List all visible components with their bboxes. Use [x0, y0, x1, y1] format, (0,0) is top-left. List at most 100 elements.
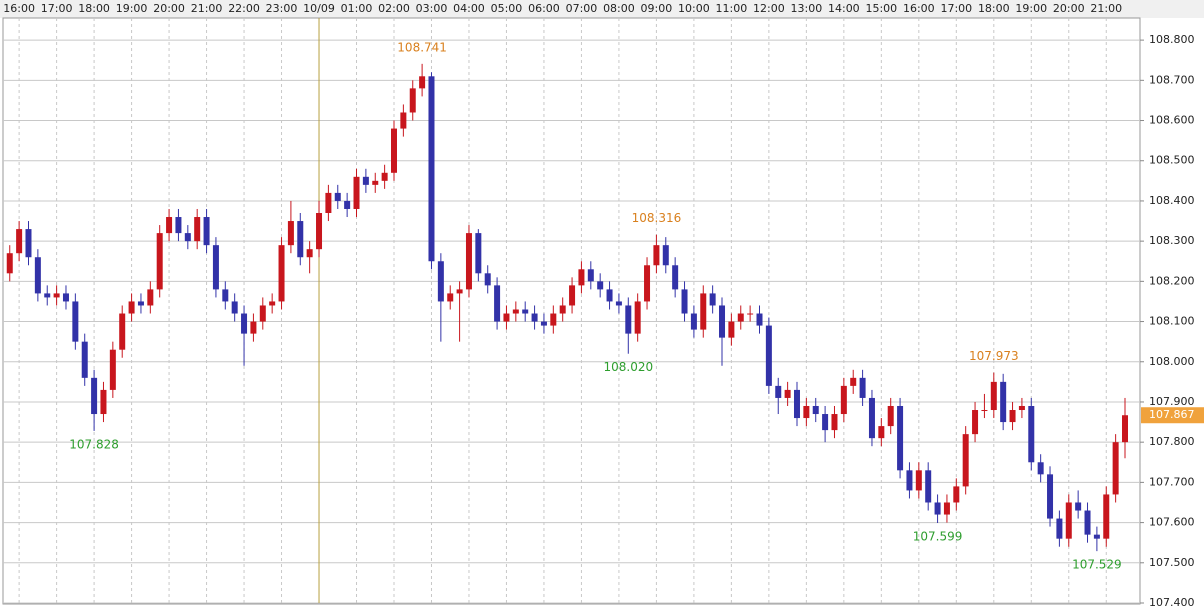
candle-body [62, 293, 69, 302]
candle-body [915, 470, 922, 491]
candle-body [100, 389, 107, 415]
candle-body [578, 269, 585, 286]
candle-body [840, 385, 847, 415]
candle-body [306, 249, 313, 258]
candle-body [850, 377, 857, 386]
candle-body [662, 245, 669, 266]
candle-body [1112, 442, 1119, 495]
candle-body [709, 293, 716, 306]
candle-body [747, 313, 754, 315]
candle-body [447, 293, 454, 302]
low-label: 108.020 [603, 360, 653, 374]
candle-body [775, 385, 782, 398]
candle-body [953, 486, 960, 503]
y-tick-label: 108.100 [1149, 315, 1195, 328]
x-tick-label: 09:00 [641, 2, 673, 15]
candle-body [1018, 405, 1025, 411]
y-tick-label: 108.800 [1149, 33, 1195, 46]
x-tick-label: 14:00 [828, 2, 860, 15]
x-tick-label: 16:00 [903, 2, 935, 15]
candle-body [531, 313, 538, 322]
candle-body [194, 217, 201, 242]
candle-body [737, 313, 744, 322]
candle-body [793, 389, 800, 419]
candle-body [381, 172, 388, 181]
plot-area [2, 17, 1141, 605]
x-tick-label: 10:00 [678, 2, 710, 15]
low-label: 107.529 [1072, 558, 1122, 572]
candle-body [625, 305, 632, 334]
x-tick-label: 15:00 [865, 2, 897, 15]
candle-body [156, 233, 163, 290]
x-tick-label: 12:00 [753, 2, 785, 15]
x-tick-label: 23:00 [266, 2, 298, 15]
x-tick-label: 01:00 [341, 2, 373, 15]
candle-body [334, 192, 341, 201]
y-tick-label: 107.900 [1149, 395, 1195, 408]
candle-body [906, 470, 913, 491]
candle-body [634, 301, 641, 334]
candle-body [1000, 381, 1007, 423]
candle-body [803, 405, 810, 419]
high-label: 107.973 [969, 349, 1019, 363]
candle-body [344, 200, 351, 209]
candle-body [484, 273, 491, 286]
x-tick-label: 08:00 [603, 2, 635, 15]
y-tick-label: 107.700 [1149, 475, 1195, 488]
candle-body [690, 313, 697, 330]
low-label: 107.828 [69, 437, 119, 451]
x-tick-label: 21:00 [191, 2, 223, 15]
candle-body [925, 470, 932, 503]
candle-body [972, 410, 979, 435]
candle-body [615, 301, 622, 306]
x-tick-label: 19:00 [116, 2, 148, 15]
x-tick-label: 17:00 [41, 2, 73, 15]
candle-body [1122, 415, 1129, 443]
y-tick-label: 107.400 [1149, 596, 1195, 606]
x-tick-label: 20:00 [1053, 2, 1085, 15]
candle-body [465, 233, 472, 290]
candle-body [943, 502, 950, 515]
candle-body [653, 245, 660, 266]
candle-body [400, 112, 407, 129]
last-price-box [1141, 407, 1204, 424]
candle-body [437, 261, 444, 302]
x-tick-label: 20:00 [153, 2, 185, 15]
candle-body [231, 301, 238, 314]
candle-body [109, 349, 116, 390]
candle-body [822, 414, 829, 431]
candle-body [494, 285, 501, 322]
candle-body [119, 313, 126, 350]
x-tick-label: 18:00 [978, 2, 1010, 15]
candle-body [681, 289, 688, 314]
candle-body [278, 245, 285, 302]
candle-body [934, 502, 941, 515]
candle-body [981, 410, 988, 412]
candle-body [644, 265, 651, 302]
candle-body [72, 301, 79, 342]
candle-body [1056, 518, 1063, 539]
x-tick-label: 03:00 [416, 2, 448, 15]
candle-body [540, 321, 547, 326]
candle-body [878, 426, 885, 439]
candle-body [372, 180, 379, 185]
candle-body [887, 405, 894, 427]
candle-body [868, 397, 875, 439]
candle-body [175, 217, 182, 234]
candle-body [812, 405, 819, 415]
candle-body [428, 76, 435, 262]
candle-body [475, 233, 482, 274]
candle-body [512, 309, 519, 314]
candle-body [859, 377, 866, 398]
candle-body [756, 313, 763, 326]
candle-body [522, 309, 529, 314]
candle-body [316, 213, 323, 250]
x-tick-label: 06:00 [528, 2, 560, 15]
candle-body [587, 269, 594, 282]
candle-body [166, 217, 173, 234]
candle-body [222, 289, 229, 302]
candle-body [53, 293, 60, 298]
x-tick-label: 17:00 [940, 2, 972, 15]
candle-body [34, 257, 41, 294]
